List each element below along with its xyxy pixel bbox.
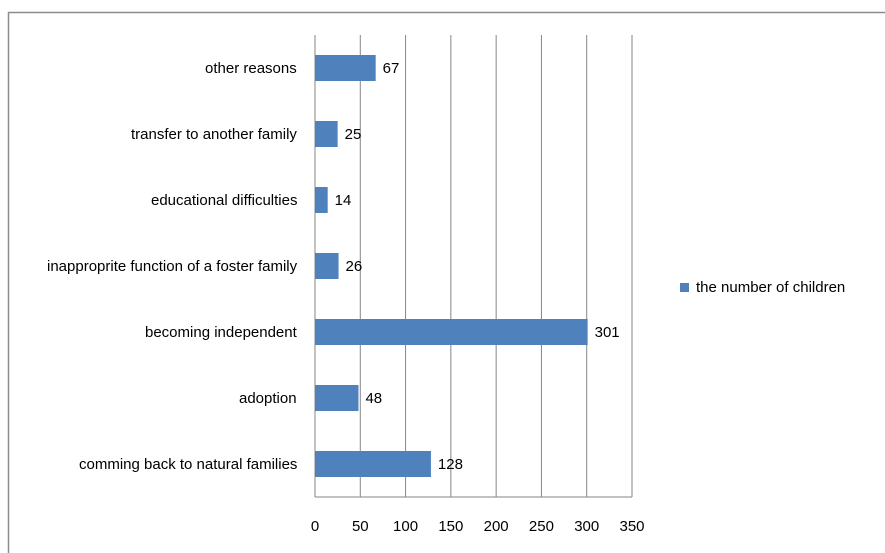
bar: [315, 121, 338, 147]
data-label: 14: [335, 192, 352, 209]
y-tick-label: other reasons: [205, 59, 297, 77]
x-tick-label: 200: [484, 518, 509, 535]
bar: [315, 55, 376, 81]
bar: [315, 253, 339, 279]
y-tick-label: becoming independent: [145, 323, 297, 341]
bar: [315, 319, 588, 345]
legend-label: the number of children: [696, 279, 845, 296]
data-label: 301: [595, 324, 620, 341]
x-tick-label: 50: [352, 518, 369, 535]
data-label: 128: [438, 456, 463, 473]
y-tick-label: inappropri­te function of a foster famil…: [47, 257, 298, 275]
bar: [315, 187, 328, 213]
legend-swatch: [680, 283, 689, 292]
y-tick-label: comming back to natural families: [79, 455, 298, 473]
chart-frame: [7, 11, 885, 553]
y-tick-label: educational difficulties: [151, 191, 298, 209]
bar: [315, 385, 359, 411]
bar: [315, 451, 431, 477]
data-label: 48: [365, 390, 382, 407]
x-tick-label: 100: [393, 518, 418, 535]
data-label: 26: [346, 258, 363, 275]
y-tick-label: transfer to another family: [131, 125, 297, 143]
x-tick-label: 250: [529, 518, 554, 535]
x-tick-label: 0: [311, 518, 319, 535]
x-tick-label: 150: [438, 518, 463, 535]
data-label: 67: [383, 60, 400, 77]
x-tick-label: 300: [574, 518, 599, 535]
data-label: 25: [345, 126, 362, 143]
x-tick-label: 350: [619, 518, 644, 535]
y-tick-label: adoption: [239, 389, 297, 407]
